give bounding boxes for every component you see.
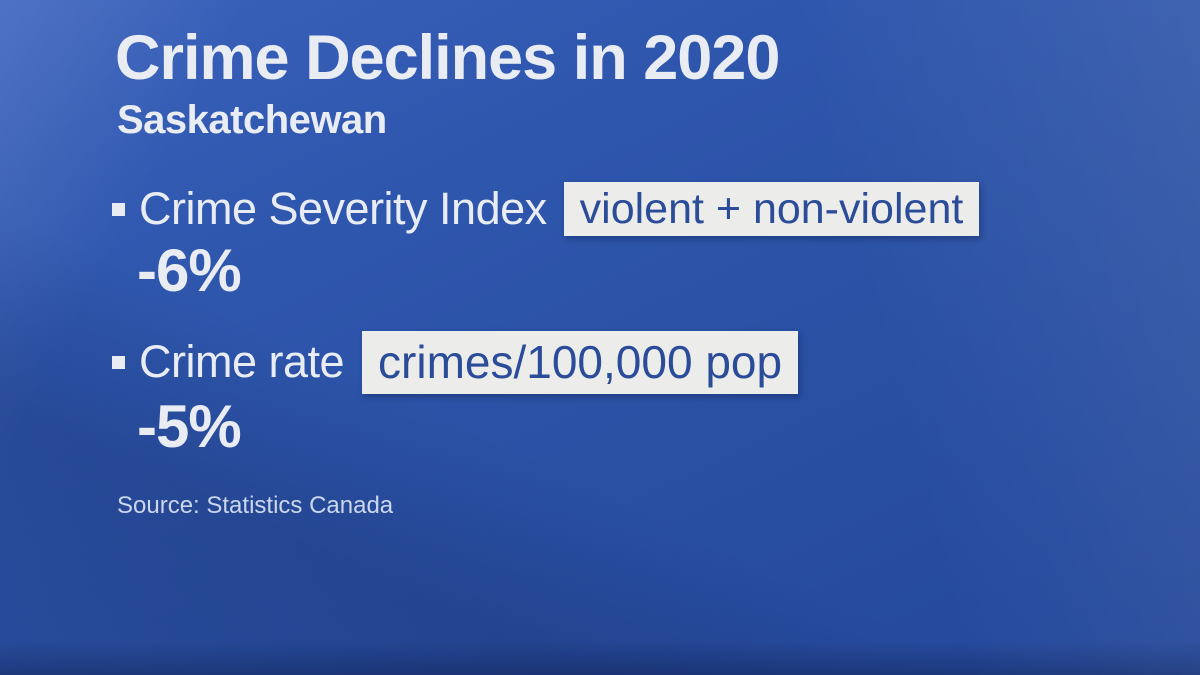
list-item-label: Crime rate [139,336,345,387]
list-item-crime-rate: Crime rate crimes/100,000 pop [112,330,799,394]
subtitle-region: Saskatchewan [117,98,387,142]
page-title: Crime Declines in 2020 [115,23,780,93]
source-attribution: Source: Statistics Canada [117,492,394,519]
list-item-crime-severity-index: Crime Severity Index violent + non-viole… [112,180,980,238]
bullet-square-icon [112,202,125,216]
bullet-square-icon [112,355,125,369]
highlight-tag: crimes/100,000 pop [362,330,799,394]
value-crime-rate: -5% [137,393,242,460]
value-crime-severity-index: -6% [137,237,242,304]
list-item-label: Crime Severity Index [139,183,547,234]
highlight-tag: violent + non-violent [563,182,980,236]
